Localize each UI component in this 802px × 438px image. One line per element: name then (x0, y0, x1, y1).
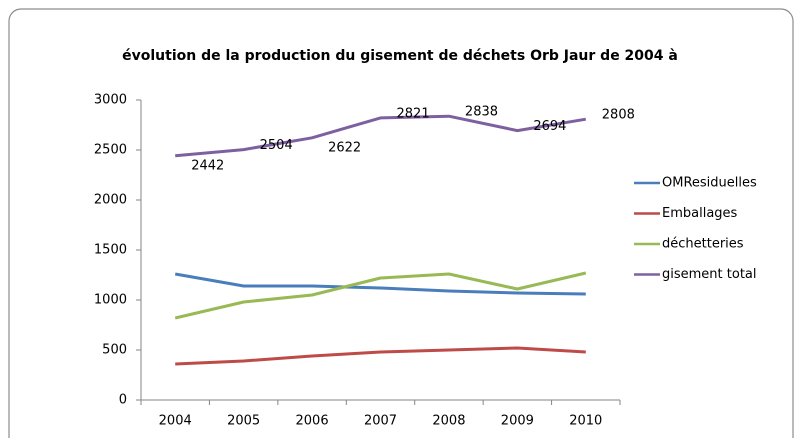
y-tick-label: 2500 (94, 143, 127, 158)
legend-label: OMResiduelles (662, 176, 757, 191)
chart-title: évolution de la production du gisement d… (122, 48, 678, 64)
x-tick-label: 2008 (432, 414, 465, 429)
x-tick-label: 2006 (296, 414, 329, 429)
y-tick-label: 3000 (94, 93, 127, 108)
data-label: 2694 (533, 119, 566, 134)
series-line (174, 271, 587, 320)
x-tick-label: 2007 (364, 414, 397, 429)
x-tick-label: 2010 (569, 414, 602, 429)
series-line (175, 114, 587, 158)
data-label: 2622 (328, 140, 361, 155)
legend-label: déchetteries (662, 237, 744, 252)
x-tick-label: 2009 (501, 414, 534, 429)
data-label: 2838 (465, 105, 498, 120)
y-tick-label: 1000 (94, 293, 127, 308)
data-label: 2808 (602, 108, 635, 123)
y-tick-label: 2000 (94, 193, 127, 208)
y-tick-label: 1500 (94, 243, 127, 258)
chart-border (8, 8, 794, 438)
data-label: 2504 (260, 138, 293, 153)
x-tick-label: 2005 (227, 414, 260, 429)
y-tick-label: 500 (102, 343, 127, 358)
data-label: 2442 (191, 158, 224, 173)
data-label: 2821 (397, 106, 430, 121)
legend-label: Emballages (662, 206, 738, 221)
legend-label: gisement total (662, 267, 757, 282)
x-tick-label: 2004 (159, 414, 192, 429)
series-line (175, 346, 586, 366)
series-line (174, 272, 586, 296)
y-tick-label: 0 (119, 393, 127, 408)
